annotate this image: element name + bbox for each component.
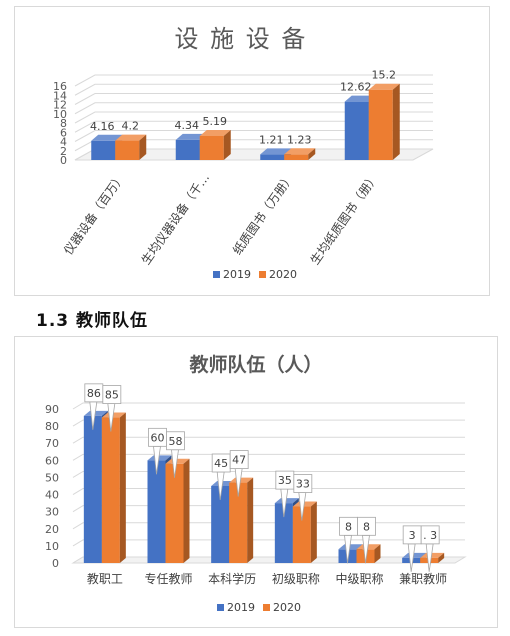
chart2-category-label: 中级职称 xyxy=(335,571,383,586)
chart2-category-label: 专任教师 xyxy=(144,571,192,586)
chart1-category-label: 生均纸质图书（册） xyxy=(308,171,381,268)
chart1-ytick: 6 xyxy=(60,126,67,139)
chart1-legend-label: 2020 xyxy=(269,268,297,281)
chart1-ytick: 4 xyxy=(60,136,67,149)
teachers-chart: 教师队伍（人） 0 10 20 30 40 50 60 70 80 90 86 85 教职工 60 58 专任教… xyxy=(45,353,467,614)
chart1-gridlines xyxy=(74,74,433,161)
chart1-legend: 2019 2020 xyxy=(213,268,297,281)
chart1-title: 设 施 设 备 xyxy=(175,25,308,53)
chart2-category-label: 兼职教师 xyxy=(399,571,447,586)
chart1-category-label: 仪器设备（百万） xyxy=(61,171,128,258)
chart1-ytick: 10 xyxy=(53,108,67,121)
chart2-data-label: 47 xyxy=(232,454,246,467)
chart2-data-label: 3 xyxy=(409,529,416,542)
chart2-data-callout: . 3 xyxy=(420,525,440,572)
chart2-ytick: 70 xyxy=(45,437,59,450)
chart2-ytick: 90 xyxy=(45,403,59,416)
chart1-data-label: 1.21 xyxy=(259,133,284,146)
chart2-category-label: 本科学历 xyxy=(208,571,256,586)
chart1-ytick: 14 xyxy=(53,89,67,102)
chart2-category-label: 初级职称 xyxy=(272,572,320,586)
chart2-bar-2020 xyxy=(229,477,254,563)
chart1-data-label: 5.19 xyxy=(203,115,228,128)
chart2-data-callout: 8 xyxy=(339,516,358,564)
chart2-data-callout: 3 xyxy=(402,525,422,572)
chart2-data-callout: 86 xyxy=(84,383,104,430)
facilities-chart-panel: 设 施 设 备 0 2 4 6 8 10 12 14 16 4.16 4.2 仪器设备（百万） 4.34 5… xyxy=(14,6,490,296)
chart2-data-label: 8 xyxy=(345,520,352,533)
chart1-legend-swatch xyxy=(213,271,220,278)
chart2-data-callout: 58 xyxy=(166,431,185,478)
chart2-data-callout: 47 xyxy=(229,450,249,497)
chart2-ytick: 40 xyxy=(45,489,59,502)
chart1-ytick: 8 xyxy=(60,117,67,130)
chart1-bar-2020 xyxy=(368,83,400,160)
chart1-data-label: 15.2 xyxy=(372,69,397,82)
teachers-chart-panel: 教师队伍（人） 0 10 20 30 40 50 60 70 80 90 86 85 教职工 60 58 专任教… xyxy=(14,336,498,628)
chart2-bar-2020 xyxy=(101,412,126,563)
chart1-ytick: 2 xyxy=(60,145,67,158)
chart2-category-label: 教职工 xyxy=(87,571,123,586)
chart2-data-callout: 45 xyxy=(211,453,231,501)
chart2-data-label: 35 xyxy=(278,474,292,487)
chart2-ytick: 10 xyxy=(45,540,59,553)
chart2-data-label: 86 xyxy=(87,387,101,400)
chart2-legend: 2019 2020 xyxy=(217,601,301,614)
chart2-bar-2020 xyxy=(165,458,190,563)
chart2-data-label: 85 xyxy=(105,389,119,402)
chart1-data-label: 12.62 xyxy=(340,81,372,94)
chart2-legend-swatch xyxy=(263,604,270,611)
chart2-ytick: 20 xyxy=(45,523,59,536)
chart1-category-label: 生均仪器设备（千… xyxy=(139,171,212,268)
chart2-title: 教师队伍（人） xyxy=(189,353,322,376)
chart2-ytick: 80 xyxy=(45,420,59,433)
chart1-bar-2020 xyxy=(199,129,231,160)
chart2-data-callout: 8 xyxy=(357,516,376,564)
chart2-data-label: . 3 xyxy=(423,529,437,542)
chart1-legend-swatch xyxy=(259,271,266,278)
chart2-bar-2020 xyxy=(292,501,317,563)
chart1-bar-2020 xyxy=(284,148,316,160)
chart2-legend-label: 2020 xyxy=(273,601,301,614)
chart1-data-label: 4.2 xyxy=(122,120,140,133)
chart2-data-callout: 85 xyxy=(102,385,122,432)
chart1-category-label: 纸质图书（万册） xyxy=(230,171,297,258)
chart2-ytick: 60 xyxy=(45,454,59,467)
chart2-bar-2020 xyxy=(356,544,381,563)
chart2-ytick: 30 xyxy=(45,506,59,519)
chart1-data-label: 4.34 xyxy=(175,119,200,132)
chart1-data-label: 4.16 xyxy=(90,120,115,133)
chart1-data-label: 1.23 xyxy=(287,133,312,146)
chart2-data-callout: 60 xyxy=(148,427,167,475)
chart2-ytick: 50 xyxy=(45,471,59,484)
chart1-bar-2020 xyxy=(115,134,147,160)
chart2-data-callout: 33 xyxy=(293,474,313,521)
chart1-legend-label: 2019 xyxy=(223,268,251,281)
chart2-legend-label: 2019 xyxy=(227,601,255,614)
chart2-legend-swatch xyxy=(217,604,224,611)
chart1-ytick: 16 xyxy=(53,80,67,93)
chart2-data-label: 33 xyxy=(296,478,310,491)
chart2-ytick: 0 xyxy=(52,557,59,570)
chart2-data-label: 60 xyxy=(151,431,165,444)
chart2-data-label: 8 xyxy=(363,520,370,533)
chart2-data-label: 58 xyxy=(169,435,183,448)
section-heading: 1.3 教师队伍 xyxy=(36,311,149,331)
chart1-ytick: 0 xyxy=(60,154,67,167)
chart1-ytick: 12 xyxy=(53,99,67,112)
chart2-data-label: 45 xyxy=(214,457,228,470)
